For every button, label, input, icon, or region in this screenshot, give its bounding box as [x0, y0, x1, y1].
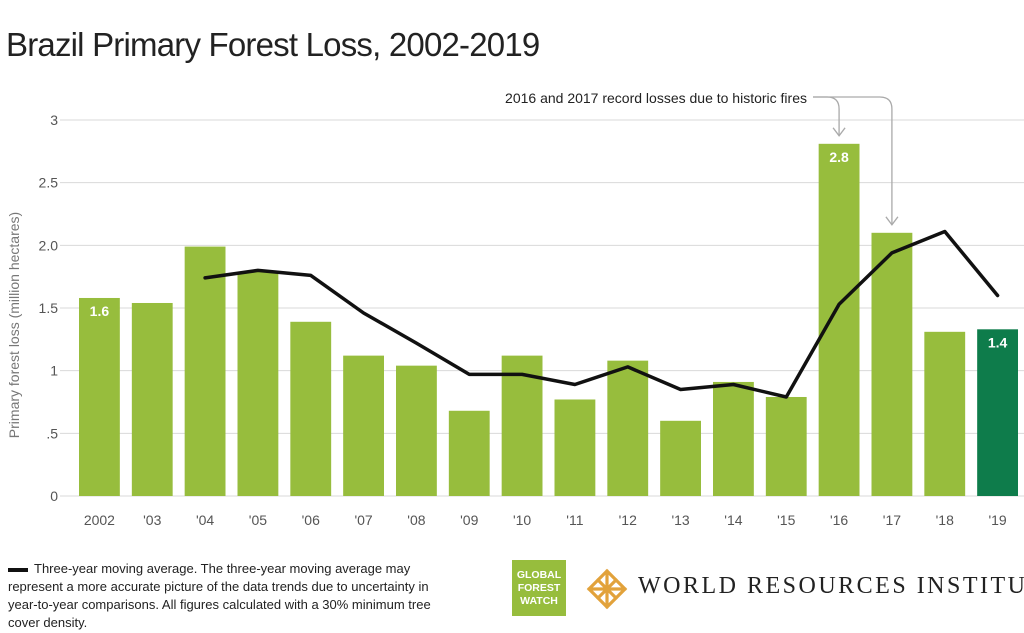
legend: Three-year moving average. The three-yea… [8, 560, 448, 632]
bar [343, 355, 384, 496]
y-tick-label: 0 [50, 488, 58, 504]
y-tick-label: 2.5 [39, 175, 59, 191]
x-tick-label: '16 [830, 512, 848, 528]
x-tick-label: '07 [354, 512, 372, 528]
chart-title: Brazil Primary Forest Loss, 2002-2019 [6, 26, 540, 63]
x-tick-label: '04 [196, 512, 214, 528]
x-tick-label: '10 [513, 512, 531, 528]
bar [818, 143, 860, 496]
gfw-logo-line-2: FOREST [517, 581, 561, 594]
bar [184, 246, 226, 496]
x-tick-label: '17 [883, 512, 901, 528]
gfw-logo-line-1: GLOBAL [516, 568, 562, 581]
wri-logo-icon [586, 568, 628, 610]
x-tick-label: '06 [302, 512, 320, 528]
y-tick-label: .5 [46, 425, 58, 441]
global-forest-watch-logo: GLOBAL FOREST WATCH [512, 560, 566, 616]
x-tick-label: '03 [143, 512, 161, 528]
bar [501, 355, 543, 496]
bar [713, 381, 754, 496]
bar [79, 297, 120, 496]
annotation-arrow [813, 96, 893, 225]
x-tick-label: '18 [936, 512, 954, 528]
bar [290, 321, 332, 496]
bar [977, 329, 1018, 496]
x-tick-labels: 2002 '03 '04 '05 '06 '07 '08 '09 '10 '11 '12 '13 '14… [84, 512, 1007, 528]
legend-line-swatch [8, 567, 28, 572]
x-tick-label: '12 [619, 512, 637, 528]
bar [765, 396, 807, 496]
wri-logo-text: WORLD RESOURCES INSTITUTE [638, 573, 1024, 599]
bar [924, 331, 966, 496]
x-tick-label: '13 [671, 512, 689, 528]
x-tick-label: '09 [460, 512, 478, 528]
legend-text: Three-year moving average. The three-yea… [8, 561, 431, 630]
x-tick-label: '08 [407, 512, 425, 528]
x-tick-label: '15 [777, 512, 795, 528]
y-tick-label: 1 [50, 363, 58, 379]
bar-chart: 0 .5 1 1.5 2.0 2.5 3 Primary forest loss (mill… [6, 90, 1024, 528]
annotation: 2016 and 2017 record losses due to histo… [505, 90, 899, 226]
bar [607, 360, 649, 496]
annotation-text: 2016 and 2017 record losses due to histo… [505, 90, 807, 106]
bar [237, 271, 279, 496]
data-label: 2.8 [829, 149, 849, 165]
x-tick-label: '05 [249, 512, 267, 528]
y-tick-label: 2.0 [39, 237, 59, 253]
bars [79, 143, 1018, 497]
annotation-arrowhead [832, 127, 846, 137]
bar [448, 410, 490, 496]
bar [660, 420, 701, 496]
x-tick-label: '11 [566, 512, 583, 528]
bar [131, 302, 173, 496]
bar [871, 232, 913, 497]
annotation-arrowhead [885, 216, 899, 226]
bar [554, 399, 596, 496]
gfw-logo-line-3: WATCH [520, 594, 558, 607]
x-tick-label: '14 [724, 512, 742, 528]
moving-average [203, 229, 1000, 399]
data-label: 1.6 [90, 303, 110, 319]
bar [396, 365, 437, 496]
y-tick-label: 3 [50, 112, 58, 128]
y-tick-labels: 0 .5 1 1.5 2.0 2.5 3 [39, 112, 59, 504]
x-tick-label: '19 [988, 512, 1006, 528]
y-tick-label: 1.5 [39, 300, 59, 316]
data-label: 1.4 [988, 334, 1008, 350]
y-axis-label: Primary forest loss (million hectares) [6, 212, 22, 438]
x-tick-label: 2002 [84, 512, 115, 528]
moving-average-line [203, 229, 1000, 399]
data-labels: 1.6 2.8 1.4 [90, 149, 1008, 350]
